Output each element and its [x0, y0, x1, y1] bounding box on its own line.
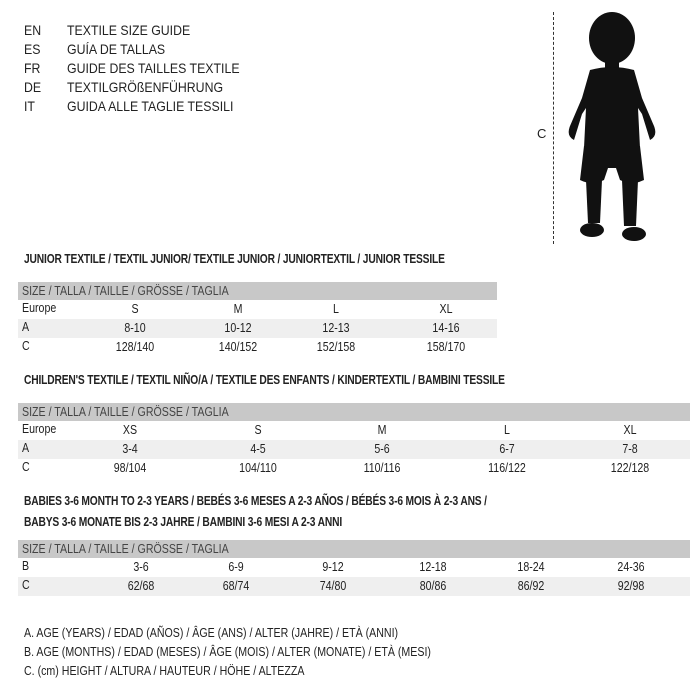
babies-title-line2: BABYS 3-6 MONATE BIS 2-3 JAHRE / BAMBINI…: [24, 515, 343, 529]
table-cell: 6-7: [499, 442, 515, 456]
table-cell: XL: [623, 423, 637, 437]
row-label: B: [22, 559, 30, 573]
table-cell: S: [131, 302, 139, 316]
language-code: EN: [24, 22, 42, 38]
legend-b: B. AGE (MONTHS) / EDAD (MESES) / ÂGE (MO…: [24, 645, 431, 659]
table-cell: 6-9: [228, 560, 244, 574]
table-cell: 68/74: [222, 579, 250, 593]
table-row: Europe S M L XL: [18, 300, 497, 319]
table-cell: 7-8: [622, 442, 638, 456]
table-cell: XS: [122, 423, 138, 437]
table-cell: 86/92: [517, 579, 545, 593]
table-cell: 62/68: [127, 579, 155, 593]
table-cell: 3-6: [133, 560, 149, 574]
table-cell: 122/128: [610, 461, 650, 475]
row-label: A: [22, 320, 30, 334]
size-header-bar: SIZE / TALLA / TAILLE / GRÖSSE / TAGLIA: [18, 403, 690, 421]
table-cell: 3-4: [122, 442, 138, 456]
language-title: GUIDA ALLE TAGLIE TESSILI: [67, 98, 234, 114]
table-cell: 10-12: [224, 321, 252, 335]
size-header: SIZE / TALLA / TAILLE / GRÖSSE / TAGLIA: [22, 542, 229, 556]
table-cell: 152/158: [316, 340, 356, 354]
row-label: C: [22, 460, 30, 474]
language-title: GUÍA DE TALLAS: [67, 41, 166, 57]
table-cell: 12-13: [322, 321, 350, 335]
row-label: A: [22, 441, 30, 455]
height-dashed-line: [553, 12, 554, 244]
table-cell: 158/170: [426, 340, 466, 354]
table-cell: 140/152: [218, 340, 258, 354]
row-label: Europe: [22, 422, 57, 436]
table-cell: 24-36: [617, 560, 645, 574]
table-row: A 3-4 4-5 5-6 6-7 7-8: [18, 440, 690, 459]
row-label: C: [22, 578, 30, 592]
table-cell: 110/116: [363, 461, 401, 475]
row-label: C: [22, 339, 30, 353]
size-header: SIZE / TALLA / TAILLE / GRÖSSE / TAGLIA: [22, 405, 229, 419]
size-header-bar: SIZE / TALLA / TAILLE / GRÖSSE / TAGLIA: [18, 540, 690, 558]
table-cell: 98/104: [113, 461, 147, 475]
legend-c: C. (cm) HEIGHT / ALTURA / HAUTEUR / HÖHE…: [24, 664, 305, 678]
table-cell: 5-6: [374, 442, 390, 456]
table-cell: 12-18: [419, 560, 447, 574]
size-header: SIZE / TALLA / TAILLE / GRÖSSE / TAGLIA: [22, 284, 229, 298]
table-cell: L: [504, 423, 510, 437]
table-cell: S: [254, 423, 262, 437]
table-cell: 116/122: [488, 461, 526, 475]
language-title: TEXTILE SIZE GUIDE: [67, 22, 191, 38]
table-cell: XL: [439, 302, 453, 316]
row-label: Europe: [22, 301, 57, 315]
table-cell: 9-12: [322, 560, 344, 574]
language-code: ES: [24, 41, 41, 57]
table-row: C 98/104 104/110 110/116 116/122 122/128: [18, 459, 690, 478]
children-title: CHILDREN'S TEXTILE / TEXTIL NIÑO/A / TEX…: [24, 373, 505, 387]
table-row: A 8-10 10-12 12-13 14-16: [18, 319, 497, 338]
table-row: C 128/140 140/152 152/158 158/170: [18, 338, 497, 357]
junior-title: JUNIOR TEXTILE / TEXTIL JUNIOR/ TEXTILE …: [24, 252, 445, 266]
language-title: GUIDE DES TAILLES TEXTILE: [67, 60, 240, 76]
table-cell: 104/110: [239, 461, 277, 475]
table-cell: 128/140: [115, 340, 155, 354]
table-cell: 14-16: [432, 321, 460, 335]
table-row: Europe XS S M L XL: [18, 421, 690, 440]
table-cell: 18-24: [517, 560, 545, 574]
child-silhouette-icon: [568, 12, 656, 241]
table-cell: 4-5: [250, 442, 266, 456]
table-cell: 92/98: [617, 579, 645, 593]
table-cell: 8-10: [124, 321, 146, 335]
table-cell: L: [333, 302, 339, 316]
table-row: C 62/68 68/74 74/80 80/86 86/92 92/98: [18, 577, 690, 596]
table-cell: 80/86: [419, 579, 447, 593]
language-code: IT: [24, 98, 35, 114]
language-title: TEXTILGRÖßENFÜHRUNG: [67, 79, 224, 95]
table-row: B 3-6 6-9 9-12 12-18 18-24 24-36: [18, 558, 690, 577]
table-cell: M: [233, 302, 243, 316]
legend-a: A. AGE (YEARS) / EDAD (AÑOS) / ÂGE (ANS)…: [24, 626, 399, 640]
size-header-bar: SIZE / TALLA / TAILLE / GRÖSSE / TAGLIA: [18, 282, 497, 300]
table-cell: 74/80: [319, 579, 347, 593]
language-code: FR: [24, 60, 41, 76]
babies-title-line1: BABIES 3-6 MONTH TO 2-3 YEARS / BEBÉS 3-…: [24, 494, 487, 508]
height-label: C: [537, 126, 547, 141]
language-code: DE: [24, 79, 42, 95]
table-cell: M: [377, 423, 387, 437]
